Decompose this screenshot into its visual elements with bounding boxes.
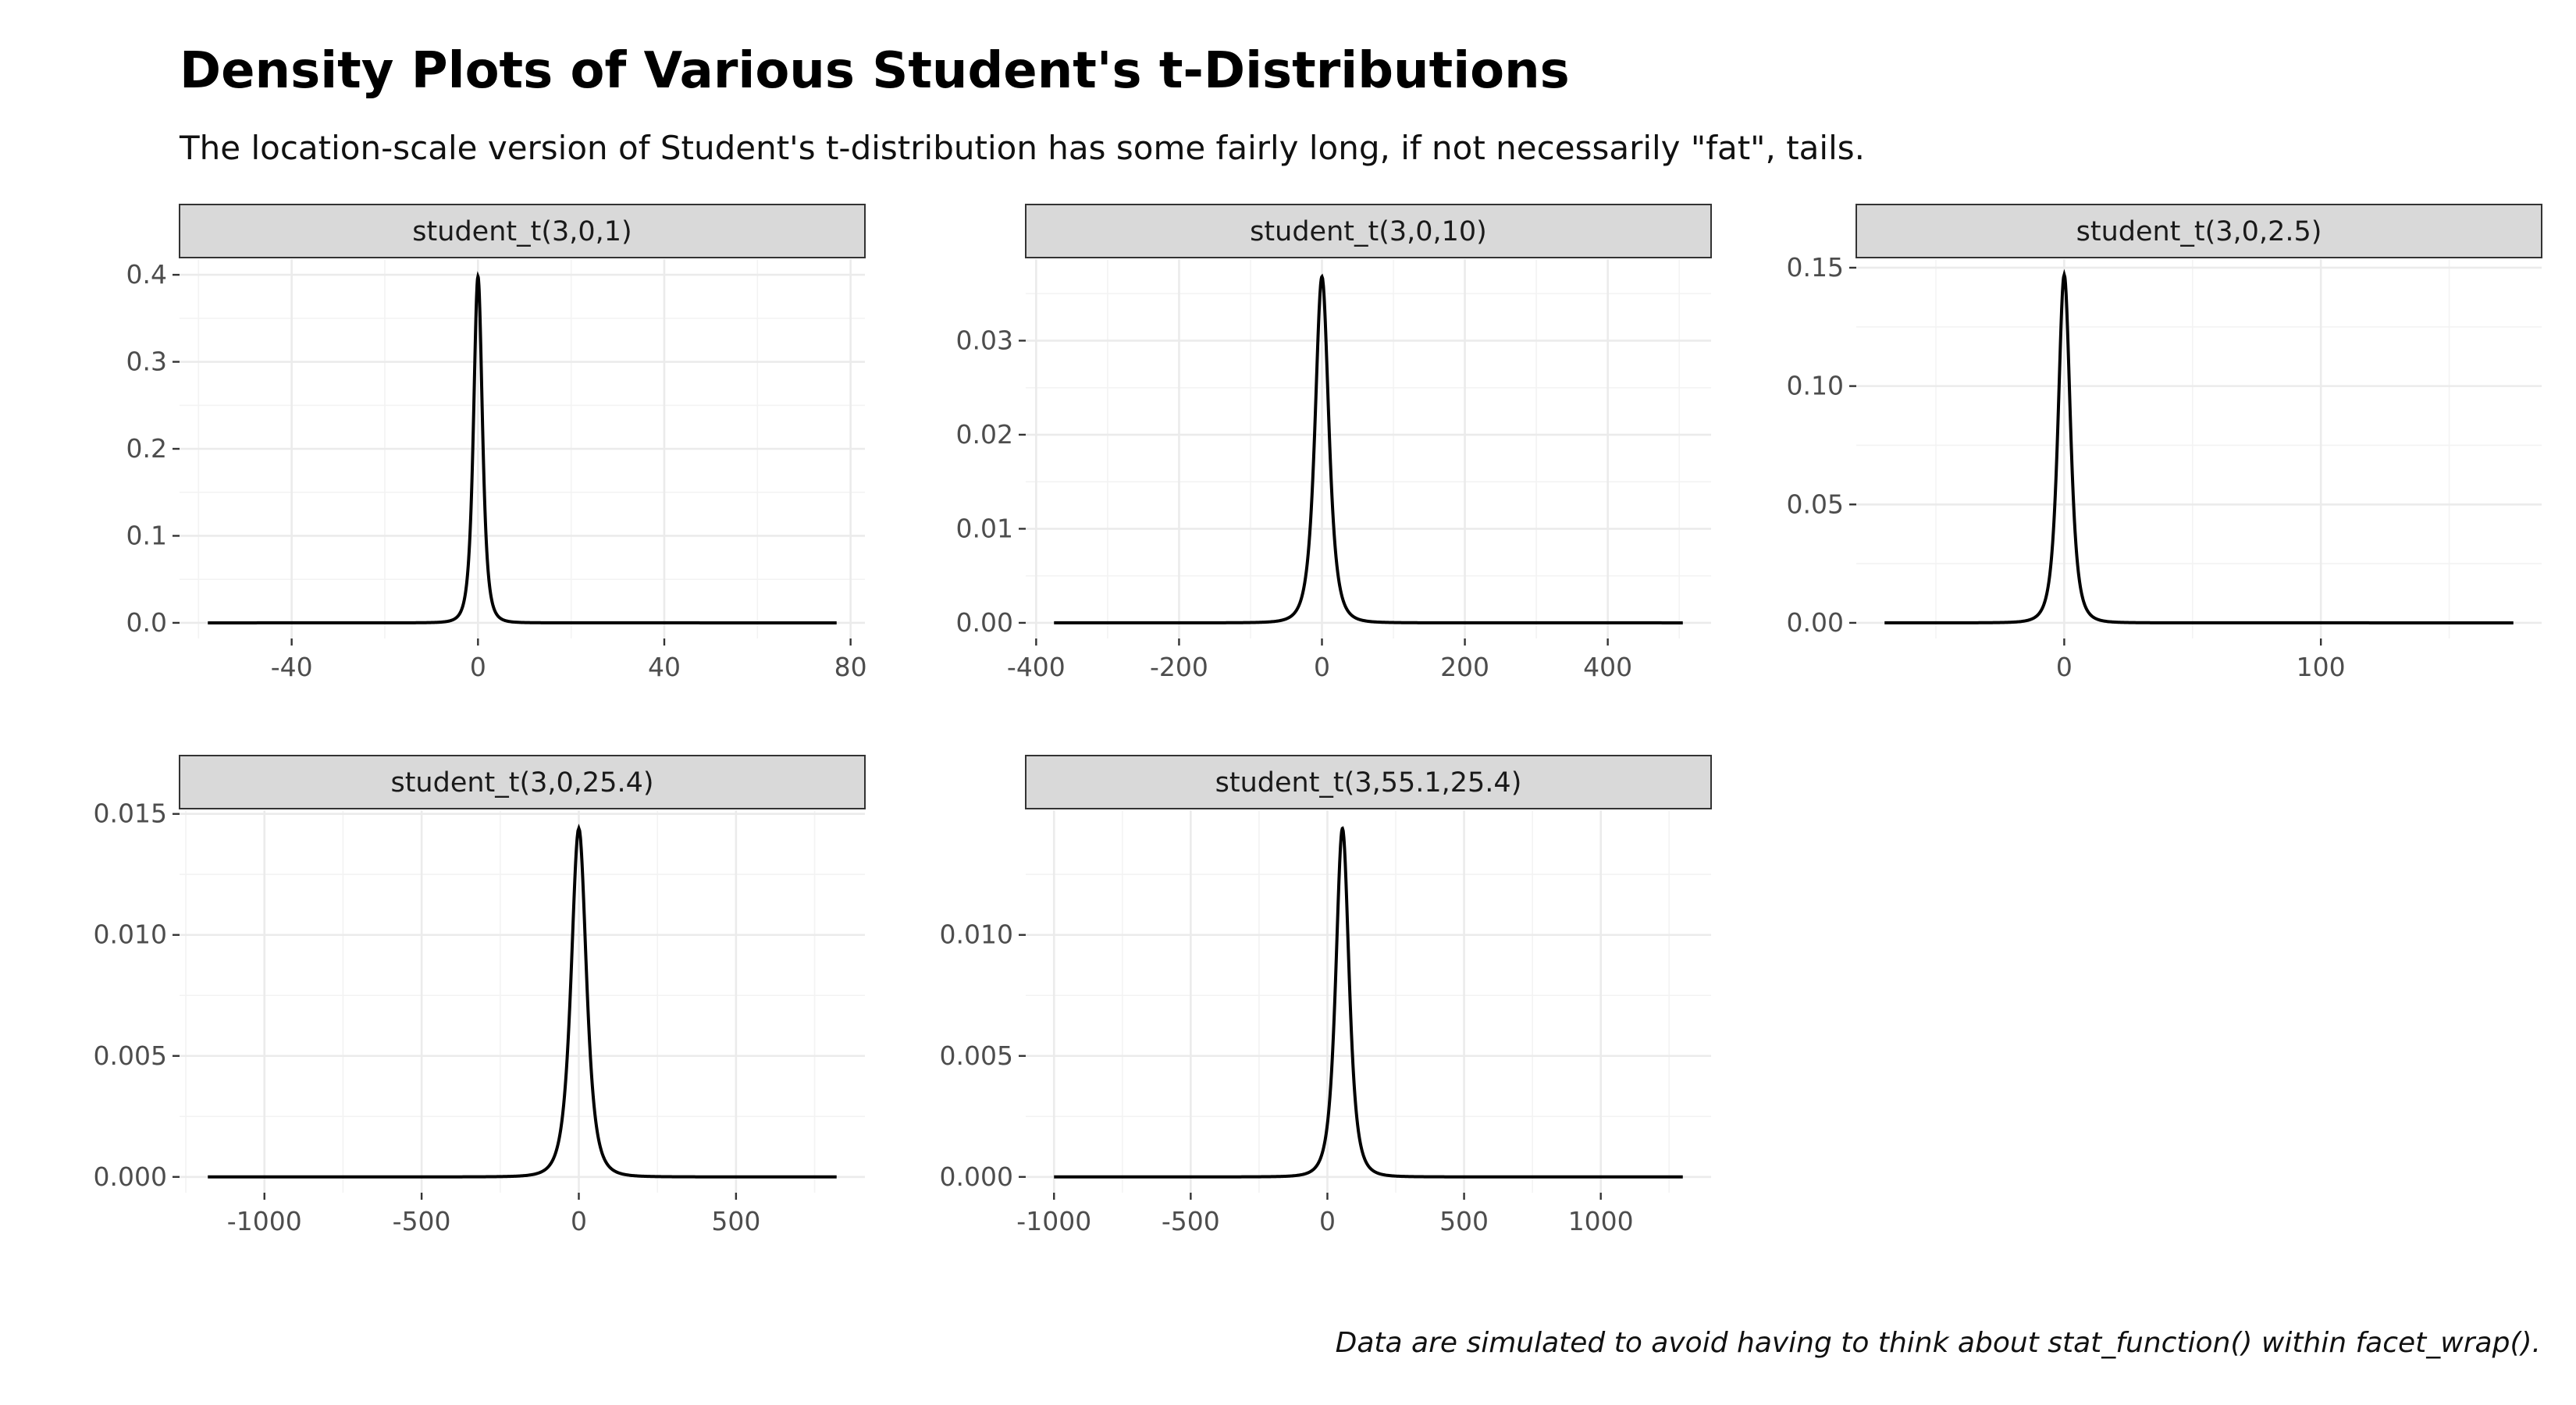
y-tick-label: 0.015: [94, 799, 167, 829]
y-tick-label: 0.010: [940, 919, 1013, 950]
density-curve: [208, 823, 837, 1179]
x-tick-label: -500: [1162, 1206, 1220, 1236]
x-tick-label: 80: [834, 652, 867, 682]
facet-panel: student_t(3,0,2.5) 0.00 0.05 0.10 0.15 0 100: [1787, 204, 2542, 682]
facet-strip: [179, 755, 866, 809]
x-tick-label: 0: [1319, 1206, 1336, 1236]
y-tick-label: 0.0: [126, 607, 167, 638]
x-tick-label: 1000: [1568, 1206, 1634, 1236]
density-curve: [1054, 826, 1683, 1179]
facet-panel: student_t(3,0,1) 0.0 0.1 0.2 0.3 0.4 -40 0 40 80: [126, 204, 867, 682]
chart-title: Density Plots of Various Student's t-Dis…: [180, 42, 1570, 100]
x-tick-label: 100: [2297, 652, 2346, 682]
y-tick-label: 0.005: [94, 1040, 167, 1071]
facet-strip-label: student_t(3,0,2.5): [2076, 216, 2322, 247]
y-tick-label: 0.1: [126, 520, 167, 550]
y-tick-label: 0.00: [1787, 607, 1844, 638]
x-tick-label: 0: [571, 1206, 587, 1236]
y-tick-label: 0.000: [94, 1161, 167, 1192]
facet-strip-label: student_t(3,0,25.4): [390, 767, 653, 799]
x-tick-label: -500: [393, 1206, 451, 1236]
y-tick-label: 0.15: [1787, 252, 1844, 283]
y-tick-label: 0.005: [940, 1040, 1013, 1071]
x-tick-label: 40: [648, 652, 681, 682]
facet-strip-label: student_t(3,55.1,25.4): [1215, 767, 1522, 799]
y-tick-label: 0.02: [956, 419, 1013, 450]
facet-strip: [1856, 204, 2542, 258]
y-tick-label: 0.00: [956, 607, 1013, 638]
x-tick-label: -200: [1150, 652, 1208, 682]
density-curve: [208, 271, 837, 624]
facet-strip: [1025, 755, 1712, 809]
y-tick-label: 0.2: [126, 433, 167, 464]
facet-strip: [1025, 204, 1712, 258]
density-curve: [1054, 273, 1683, 624]
y-tick-label: 0.10: [1787, 371, 1844, 401]
x-tick-label: 0: [470, 652, 486, 682]
x-tick-label: 0: [2056, 652, 2073, 682]
facet-panels: student_t(3,0,1)0.00.10.20.30.4-40 0 40 80s…: [94, 204, 2542, 1236]
y-tick-label: 0.000: [940, 1161, 1013, 1192]
x-tick-label: 0: [1314, 652, 1330, 682]
x-tick-label: 400: [1583, 652, 1632, 682]
facet-strip: [179, 204, 866, 258]
y-tick-label: 0.3: [126, 347, 167, 377]
facet-panel: student_t(3,55.1,25.4) 0.000 0.005 0.010 -10…: [940, 755, 1712, 1236]
y-tick-label: 0.03: [956, 325, 1013, 355]
x-tick-label: 500: [1439, 1206, 1489, 1236]
facet-panel: student_t(3,0,25.4) 0.000 0.005 0.010 0.015 -…: [94, 755, 866, 1236]
y-tick-label: 0.4: [126, 259, 167, 290]
x-tick-label: 200: [1440, 652, 1489, 682]
x-tick-label: -1000: [227, 1206, 302, 1236]
y-tick-label: 0.05: [1787, 489, 1844, 519]
chart-subtitle: The location-scale version of Student's …: [179, 129, 1865, 167]
y-tick-label: 0.010: [94, 919, 167, 950]
facet-panel: student_t(3,0,10) 0.00 0.01 0.02 0.03 -400 -20…: [956, 204, 1712, 682]
density-curve: [1884, 269, 2514, 624]
chart-caption: Data are simulated to avoid having to th…: [1336, 1327, 2541, 1359]
x-tick-label: -1000: [1016, 1206, 1091, 1236]
x-tick-label: 500: [711, 1206, 760, 1236]
y-tick-label: 0.01: [956, 513, 1013, 543]
facet-strip-label: student_t(3,0,10): [1250, 216, 1487, 247]
x-tick-label: -400: [1007, 652, 1066, 682]
facet-strip-label: student_t(3,0,1): [412, 216, 632, 247]
x-tick-label: -40: [271, 652, 313, 682]
